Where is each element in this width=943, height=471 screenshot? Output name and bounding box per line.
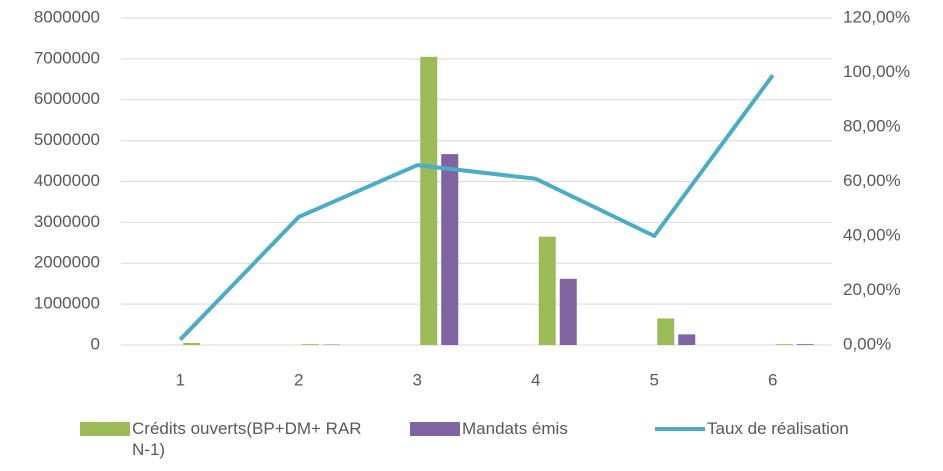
line [178,74,775,341]
y2-tick-label: 120,00% [843,7,910,26]
x-tick-label: 3 [413,370,422,389]
bar [657,318,675,345]
legend-label: Taux de réalisation [707,419,849,438]
bar [183,342,201,345]
bar [538,236,556,345]
x-tick-label: 2 [294,370,303,389]
legend-label: Mandats émis [462,419,568,438]
bar [775,344,793,345]
y2-tick-label: 0,00% [843,334,891,353]
x-tick-label: 5 [650,370,659,389]
y-tick-label: 2000000 [34,253,100,272]
y2-tick-label: 100,00% [843,62,910,81]
y2-tick-label: 60,00% [843,171,901,190]
x-tick-label: 6 [768,370,777,389]
y-tick-label: 3000000 [34,212,100,231]
x-tick-label: 1 [176,370,185,389]
legend-swatch [80,422,130,436]
x-tick-label: 4 [531,370,540,389]
y-tick-label: 0 [91,334,100,353]
y2-tick-label: 20,00% [843,280,901,299]
y-tick-label: 1000000 [34,294,100,313]
legend-swatch [655,427,705,431]
legend-label: Crédits ouverts(BP+DM+ RAR N-1) [132,419,362,459]
bar [796,344,814,345]
bar [441,154,459,345]
y-tick-label: 7000000 [34,48,100,67]
y-tick-label: 4000000 [34,171,100,190]
y-tick-label: 6000000 [34,89,100,108]
bar [559,278,577,345]
y2-tick-label: 40,00% [843,225,901,244]
y-tick-label: 8000000 [34,7,100,26]
y-tick-label: 5000000 [34,130,100,149]
bar [420,56,438,346]
legend-swatch [410,422,460,436]
bar [301,344,319,345]
bar [678,334,696,345]
y2-tick-label: 80,00% [843,116,901,135]
